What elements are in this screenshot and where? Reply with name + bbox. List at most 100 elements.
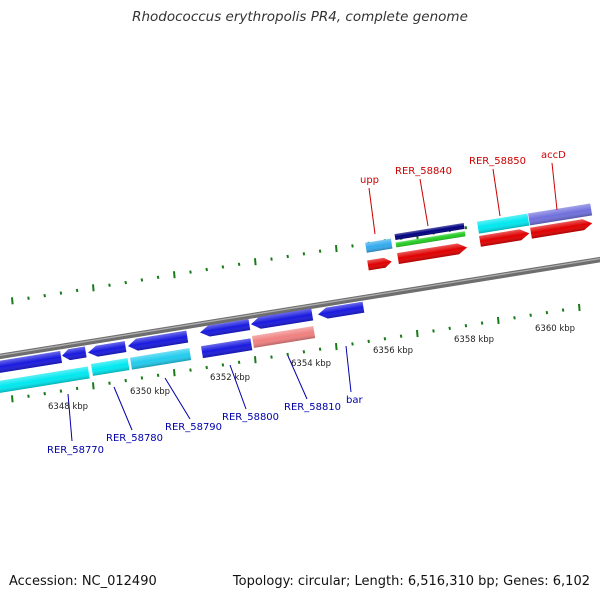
major-tick [11, 395, 14, 403]
leader-rer-58790 [164, 377, 191, 420]
label-leader-lines [67, 162, 558, 442]
leader-rer-58850 [492, 168, 501, 217]
gene-rer-58770-bar[interactable] [0, 366, 90, 395]
leader-rer-58800 [229, 364, 247, 410]
gene-label-rer-58850[interactable]: RER_58850 [469, 156, 526, 167]
major-tick [497, 316, 500, 325]
gene-label-rer-58780[interactable]: RER_58780 [106, 433, 163, 444]
minor-tick [351, 342, 354, 346]
gene-upp-bar[interactable] [365, 238, 393, 253]
minor-tick [237, 360, 241, 364]
gene-rer-58800-bar[interactable] [201, 338, 253, 359]
gene-rer-58850-cds[interactable] [479, 228, 530, 247]
tick-label: 6356 kbp [373, 346, 413, 356]
leader-rer-58840 [419, 178, 429, 227]
leader-upp [368, 187, 376, 235]
gene-accd-bar[interactable] [528, 203, 593, 226]
minor-tick [367, 339, 370, 344]
minor-tick [124, 378, 127, 383]
gene-label-bar[interactable]: bar [346, 395, 363, 406]
minor-tick [189, 270, 192, 274]
gene-accd-cds[interactable] [530, 218, 593, 239]
gene-label-rer-58810[interactable]: RER_58810 [284, 402, 341, 413]
gene-upp-cds[interactable] [367, 257, 392, 271]
leader-accd [551, 162, 558, 211]
minor-tick [545, 310, 549, 315]
major-tick [578, 303, 581, 311]
minor-tick [351, 244, 354, 248]
feature-tracks [0, 203, 593, 395]
minor-tick [432, 329, 435, 333]
major-tick [254, 258, 257, 266]
gene-label-accd[interactable]: accD [541, 150, 566, 161]
minor-tick [464, 323, 468, 328]
gene-rer-58790-bar[interactable] [130, 348, 192, 370]
major-tick [416, 329, 419, 338]
leader-rer-58770 [67, 393, 73, 442]
minor-tick [108, 381, 111, 385]
gene-label-rer-58770[interactable]: RER_58770 [47, 445, 104, 456]
minor-tick [140, 376, 144, 380]
gene-label-rer-58800[interactable]: RER_58800 [222, 412, 279, 423]
major-tick [92, 284, 95, 292]
tick-label: 6354 kbp [291, 359, 331, 369]
minor-tick [221, 363, 225, 367]
minor-tick [43, 391, 46, 396]
gene-rer-58770-cds[interactable] [0, 351, 63, 374]
gene-label-rer-58790[interactable]: RER_58790 [165, 422, 222, 433]
minor-tick [302, 350, 306, 354]
tick-label: 6350 kbp [130, 387, 170, 397]
minor-tick [270, 257, 273, 261]
gene-rer-58780-bar[interactable] [91, 358, 130, 376]
tick-label: 6360 kbp [535, 324, 575, 334]
minor-tick [156, 275, 160, 280]
minor-tick [59, 389, 63, 393]
major-tick [173, 369, 176, 377]
minor-tick [513, 316, 516, 320]
gene-rer-58840-cds[interactable] [397, 242, 468, 265]
major-tick [335, 245, 338, 253]
tick-marks [11, 205, 581, 403]
minor-tick [399, 334, 403, 338]
minor-tick [529, 313, 532, 317]
minor-tick [108, 283, 111, 287]
minor-tick [27, 296, 30, 300]
minor-tick [302, 252, 306, 256]
minor-tick [124, 280, 127, 285]
minor-tick [75, 386, 79, 391]
gene-label-upp[interactable]: upp [360, 175, 379, 186]
minor-tick [43, 293, 46, 298]
minor-tick [59, 291, 63, 295]
gene-rer-58840-navy[interactable] [394, 222, 465, 241]
gene-rer-58800-cds[interactable] [199, 319, 251, 338]
minor-tick [286, 254, 289, 259]
gene-label-rer-58840[interactable]: RER_58840 [395, 166, 452, 177]
minor-tick [286, 352, 289, 357]
minor-tick [464, 225, 468, 230]
tick-label: 6352 kbp [210, 373, 250, 383]
gene-rer-58770b-cds[interactable] [61, 346, 87, 362]
topology-text: Topology: circular; Length: 6,516,310 bp… [232, 574, 590, 589]
gene-rer-58790-cds[interactable] [127, 330, 189, 352]
gene-rer-58840-green[interactable] [395, 231, 466, 248]
gene-rer-58810-cds[interactable] [250, 308, 314, 331]
minor-tick [205, 365, 208, 370]
major-tick [173, 271, 176, 279]
gene-rer-58780-cds[interactable] [87, 341, 127, 358]
minor-tick [237, 262, 241, 266]
minor-tick [189, 368, 192, 372]
minor-tick [318, 249, 322, 253]
minor-tick [318, 347, 322, 351]
tick-label: 6358 kbp [454, 335, 494, 345]
backbone [0, 256, 600, 360]
minor-tick [205, 267, 208, 272]
leader-bar [345, 345, 352, 393]
minor-tick [270, 355, 273, 359]
leader-rer-58780 [113, 386, 133, 431]
minor-tick [156, 373, 160, 378]
gene-bar-cds[interactable] [317, 301, 365, 320]
gene-rer-58810-bar[interactable] [252, 326, 316, 348]
gene-rer-58850-bar[interactable] [477, 213, 530, 234]
major-tick [92, 382, 95, 390]
